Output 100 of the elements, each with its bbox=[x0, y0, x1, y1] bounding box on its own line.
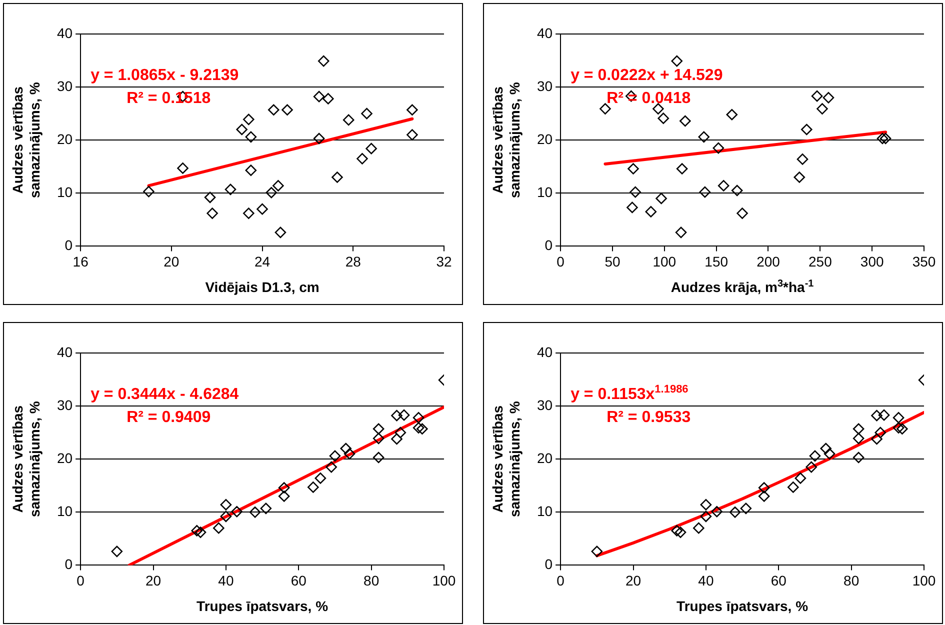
point bbox=[731, 184, 743, 196]
point bbox=[729, 506, 741, 518]
point bbox=[412, 422, 424, 434]
point bbox=[412, 412, 424, 424]
point bbox=[852, 452, 864, 464]
point bbox=[278, 490, 290, 502]
point bbox=[758, 490, 770, 502]
y-tick-label: 20 bbox=[56, 130, 73, 147]
point bbox=[693, 522, 704, 534]
x-tick-label: 200 bbox=[756, 253, 780, 270]
point bbox=[811, 90, 823, 102]
point bbox=[712, 142, 724, 154]
annotation: y = 0.3444x - 4.6284 bbox=[90, 386, 239, 403]
point bbox=[416, 423, 428, 435]
point bbox=[398, 409, 410, 421]
x-tick-label: 60 bbox=[770, 572, 787, 588]
point bbox=[224, 184, 236, 196]
point bbox=[700, 510, 712, 522]
point bbox=[236, 124, 248, 136]
point bbox=[344, 448, 356, 460]
point bbox=[282, 104, 293, 116]
x-tick-label: 250 bbox=[808, 253, 832, 270]
point bbox=[340, 442, 352, 454]
x-tick-label: 0 bbox=[76, 572, 85, 588]
point bbox=[194, 526, 206, 538]
point bbox=[111, 546, 123, 558]
y-tick-label: 10 bbox=[56, 184, 73, 200]
point bbox=[794, 472, 806, 484]
x-tick-label: 80 bbox=[364, 572, 380, 588]
point bbox=[711, 506, 722, 518]
x-tick-label: 28 bbox=[345, 253, 362, 270]
annotation: R² = 0.9409 bbox=[126, 409, 211, 426]
y-tick-label: 20 bbox=[536, 450, 553, 466]
point bbox=[871, 433, 882, 445]
y-tick-label: 0 bbox=[64, 237, 73, 254]
point bbox=[322, 93, 334, 104]
point bbox=[260, 502, 272, 514]
x-tick-label: 100 bbox=[432, 572, 456, 588]
point bbox=[880, 132, 892, 144]
point bbox=[801, 124, 812, 136]
point bbox=[372, 423, 384, 435]
point bbox=[758, 482, 770, 494]
point bbox=[726, 108, 738, 120]
point bbox=[824, 448, 836, 460]
point bbox=[699, 186, 711, 198]
x-tick-label: 80 bbox=[844, 572, 860, 588]
point bbox=[361, 108, 372, 120]
point bbox=[329, 450, 341, 462]
point bbox=[366, 142, 377, 154]
point bbox=[256, 203, 268, 215]
x-tick-label: 24 bbox=[254, 253, 270, 270]
y-tick-label: 10 bbox=[56, 503, 73, 520]
point bbox=[314, 472, 326, 484]
point bbox=[809, 450, 821, 462]
point bbox=[876, 132, 888, 144]
y-tick-label: 30 bbox=[56, 78, 73, 94]
point bbox=[249, 506, 261, 518]
point bbox=[871, 410, 882, 422]
point bbox=[206, 208, 218, 219]
x-axis-title: Trupes īpatsvars, % bbox=[196, 598, 329, 614]
point bbox=[313, 132, 325, 144]
point bbox=[406, 129, 418, 140]
x-tick-label: 100 bbox=[912, 572, 936, 588]
point bbox=[313, 90, 325, 102]
point bbox=[332, 172, 343, 183]
point bbox=[896, 423, 908, 435]
y-tick-label: 40 bbox=[56, 344, 73, 360]
point bbox=[675, 226, 687, 238]
x-tick-label: 20 bbox=[164, 253, 180, 270]
y-tick-label: 30 bbox=[536, 78, 553, 94]
point bbox=[700, 499, 712, 510]
y-axis-title: Audzes vērtības samazinājums, % bbox=[490, 400, 522, 518]
point bbox=[342, 114, 354, 126]
point bbox=[874, 426, 886, 438]
y-tick-label: 10 bbox=[536, 503, 553, 520]
point bbox=[628, 163, 639, 174]
point bbox=[630, 186, 641, 198]
point bbox=[268, 104, 280, 116]
x-tick-label: 20 bbox=[625, 572, 642, 588]
annotation: y = 1.0865x - 9.2139 bbox=[90, 67, 239, 84]
point bbox=[243, 208, 254, 219]
y-axis-title: Audzes vērtības samazinājums, % bbox=[490, 82, 522, 198]
point bbox=[794, 172, 806, 183]
x-tick-label: 300 bbox=[860, 253, 884, 270]
y-tick-label: 0 bbox=[544, 237, 553, 254]
point bbox=[391, 410, 402, 422]
point bbox=[356, 153, 368, 164]
point bbox=[671, 525, 683, 536]
point bbox=[308, 482, 319, 493]
point bbox=[652, 103, 664, 114]
point bbox=[220, 510, 232, 522]
y-tick-label: 30 bbox=[56, 396, 73, 413]
y-axis-title: Audzes vērtības samazinājums, % bbox=[10, 82, 42, 198]
point bbox=[822, 92, 834, 104]
point bbox=[676, 163, 688, 174]
x-tick-label: 16 bbox=[72, 253, 89, 270]
x-tick-label: 0 bbox=[556, 572, 565, 588]
point bbox=[852, 423, 864, 435]
point bbox=[318, 55, 330, 67]
point bbox=[326, 461, 337, 473]
